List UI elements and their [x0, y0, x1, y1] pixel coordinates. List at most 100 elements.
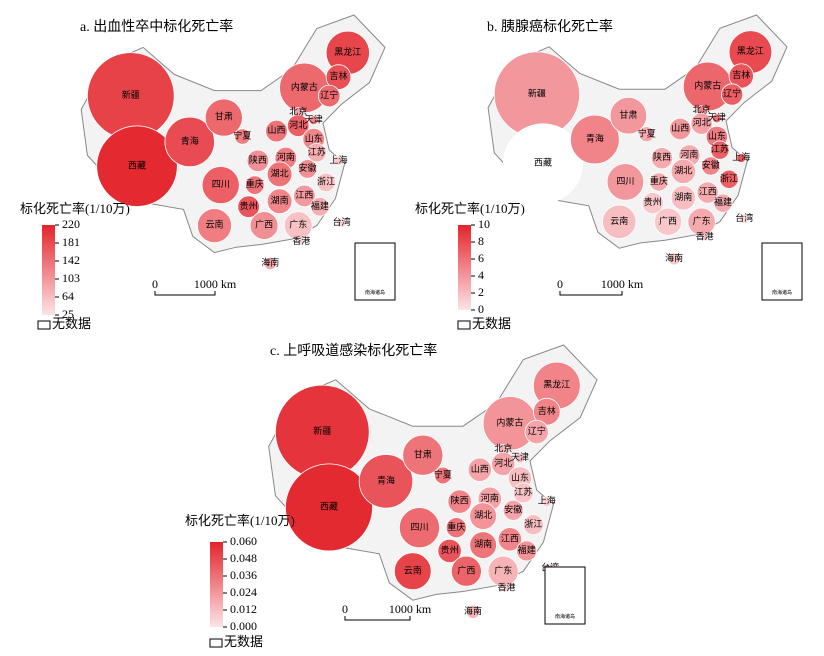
province-label: 湖北	[271, 168, 289, 178]
province-label: 四川	[410, 522, 428, 532]
province-label: 浙江	[317, 175, 335, 186]
no-data-swatch	[209, 638, 223, 648]
province-label: 江苏	[308, 146, 326, 157]
province-label: 青海	[586, 133, 604, 144]
legend-bar	[210, 542, 223, 627]
province-label: 辽宁	[723, 88, 741, 99]
province	[670, 158, 696, 184]
province	[263, 256, 277, 270]
province-label: 重庆	[447, 521, 465, 532]
province	[721, 83, 744, 106]
province	[736, 153, 747, 164]
province-label: 山西	[471, 464, 489, 474]
province	[570, 114, 620, 165]
province-label: 香港	[292, 235, 310, 246]
province	[739, 214, 750, 225]
legend-title: 标化死亡率(1/10万)	[20, 201, 130, 216]
province-label: 河北	[289, 119, 307, 130]
legend-tick-label: 4	[478, 268, 484, 282]
province-label: 北京	[494, 442, 512, 453]
province	[245, 175, 265, 195]
province-label: 湖北	[674, 165, 692, 175]
province	[465, 604, 481, 619]
province-label: 江苏	[514, 486, 532, 497]
legend-tick-label: 0.000	[230, 619, 257, 633]
legend-tick-label: 0.012	[230, 602, 257, 616]
legend-title: 标化死亡率(1/10万)	[415, 201, 525, 216]
province-label: 辽宁	[320, 89, 338, 100]
province	[333, 155, 344, 166]
legend-bar	[458, 225, 471, 310]
province	[497, 527, 523, 552]
legend-tick-label: 10	[478, 217, 490, 231]
province-label: 广西	[659, 215, 677, 226]
province-label: 山西	[267, 125, 285, 135]
scale-bar	[559, 291, 623, 296]
province	[293, 184, 316, 208]
province	[201, 166, 240, 205]
province	[491, 451, 516, 477]
province	[307, 142, 327, 163]
province-label: 宁夏	[233, 130, 251, 141]
no-data-label: 无数据	[224, 634, 263, 649]
province-label: 河南	[680, 149, 698, 160]
province	[310, 196, 330, 217]
province-label: 香港	[696, 231, 714, 242]
province-label: 黑龙江	[543, 379, 570, 390]
legend-tick-label: 25	[62, 307, 74, 321]
province-label: 天津	[305, 114, 323, 124]
province-label: 安徽	[702, 159, 720, 170]
province-label: 上海	[538, 495, 556, 506]
scale-label: 1000 km	[389, 602, 432, 616]
province	[670, 185, 696, 211]
province	[502, 123, 584, 204]
province	[638, 126, 655, 143]
province	[524, 419, 549, 445]
province-label: 甘肃	[215, 111, 233, 122]
province	[316, 172, 336, 193]
province-label: 青海	[377, 474, 395, 485]
legend-tick-label: 0.060	[230, 534, 257, 548]
province-label: 山东	[708, 130, 726, 141]
legend-tick-label: 142	[62, 253, 80, 267]
province-label: 河南	[481, 492, 499, 503]
province-label: 上海	[732, 151, 750, 162]
no-data-label: 无数据	[52, 316, 91, 331]
inset-frame	[544, 566, 586, 625]
province-label: 湖南	[474, 538, 492, 549]
inset-label: 南海诸岛	[365, 289, 385, 296]
province-label: 黑龙江	[334, 46, 361, 57]
province-label: 广东	[693, 215, 711, 226]
legend-tick-label: 220	[62, 217, 80, 231]
province-label: 安徽	[504, 503, 522, 514]
province-label: 云南	[404, 564, 422, 575]
scale-label: 1000 km	[194, 277, 237, 291]
province-label: 海南	[464, 605, 482, 616]
scale-bar	[154, 291, 216, 296]
province	[297, 238, 305, 246]
province-label: 云南	[610, 215, 628, 226]
province-label: 江西	[295, 190, 313, 200]
legend-tick-label: 0.048	[230, 551, 257, 565]
legend-tick-label: 6	[478, 251, 484, 265]
province-label: 云南	[205, 219, 223, 230]
province-label: 吉林	[329, 70, 347, 81]
province-label: 河北	[494, 457, 512, 468]
province	[434, 466, 452, 485]
province-label: 山东	[305, 132, 323, 143]
province	[265, 119, 288, 143]
province	[690, 112, 713, 135]
province	[447, 489, 472, 514]
province-label: 陕西	[451, 495, 469, 506]
province	[609, 96, 648, 135]
province	[237, 195, 260, 218]
scale-label: 1000 km	[601, 277, 644, 291]
province-label: 台湾	[735, 212, 753, 223]
province	[283, 211, 313, 240]
province-label: 重庆	[246, 178, 264, 189]
province	[469, 531, 497, 559]
inset-frame	[354, 242, 396, 301]
province-label: 广西	[255, 219, 273, 230]
province-label: 内蒙古	[291, 81, 318, 92]
province	[606, 163, 645, 201]
